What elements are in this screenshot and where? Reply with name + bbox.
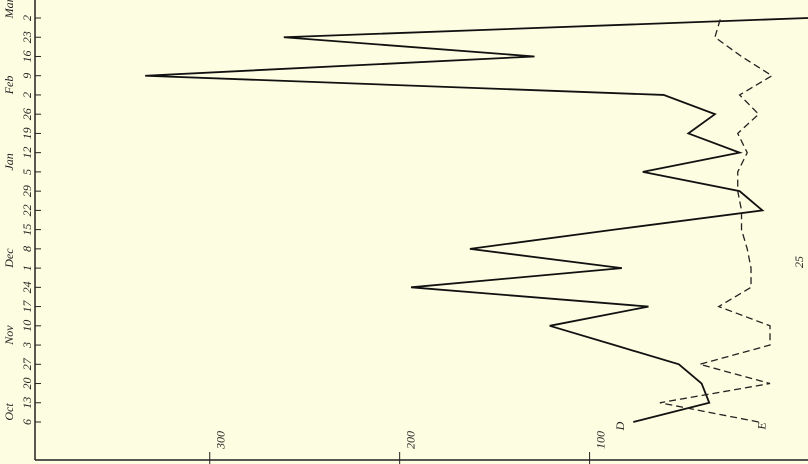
x-tick-label: 100: [593, 431, 607, 449]
month-label: Dec: [2, 248, 16, 269]
series-label: E: [754, 422, 768, 431]
y-tick-label: 29: [20, 185, 34, 197]
x-tick-label: 300: [213, 431, 227, 450]
series-label: D: [613, 421, 627, 431]
y-tick-label: 23: [20, 31, 34, 43]
month-label: Mar: [2, 0, 16, 19]
y-tick-label: 8: [20, 246, 34, 252]
y-tick-label: 16: [20, 50, 34, 62]
y-tick-label: 2: [20, 15, 34, 21]
y-tick-label: 15: [20, 224, 34, 236]
y-tick-label: 10: [20, 320, 34, 332]
y-tick-label: 6: [20, 419, 34, 425]
y-tick-label: 22: [20, 204, 34, 216]
y-tick-label: 27: [20, 357, 34, 370]
y-tick-label: 24: [20, 281, 34, 293]
y-tick-label: 2: [20, 92, 34, 98]
y-tick-label: 5: [20, 169, 34, 175]
month-label: Nov: [2, 325, 16, 346]
month-label: Jan: [2, 153, 16, 170]
y-tick-label: 3: [20, 342, 34, 349]
y-tick-label: 17: [20, 300, 34, 313]
y-tick-label: 20: [20, 378, 34, 390]
annotation: 25: [792, 256, 806, 268]
y-tick-label: 12: [20, 147, 34, 159]
month-label: Feb: [2, 76, 16, 96]
y-tick-label: 26: [20, 108, 34, 120]
month-label: Oct: [2, 403, 16, 421]
x-tick-label: 200: [403, 431, 417, 449]
y-tick-label: 13: [20, 397, 34, 409]
y-tick-label: 19: [20, 127, 34, 139]
series-line: [659, 17, 774, 423]
series-line: [145, 17, 808, 423]
y-tick-label: 1: [20, 265, 34, 271]
y-tick-label: 9: [20, 73, 34, 79]
